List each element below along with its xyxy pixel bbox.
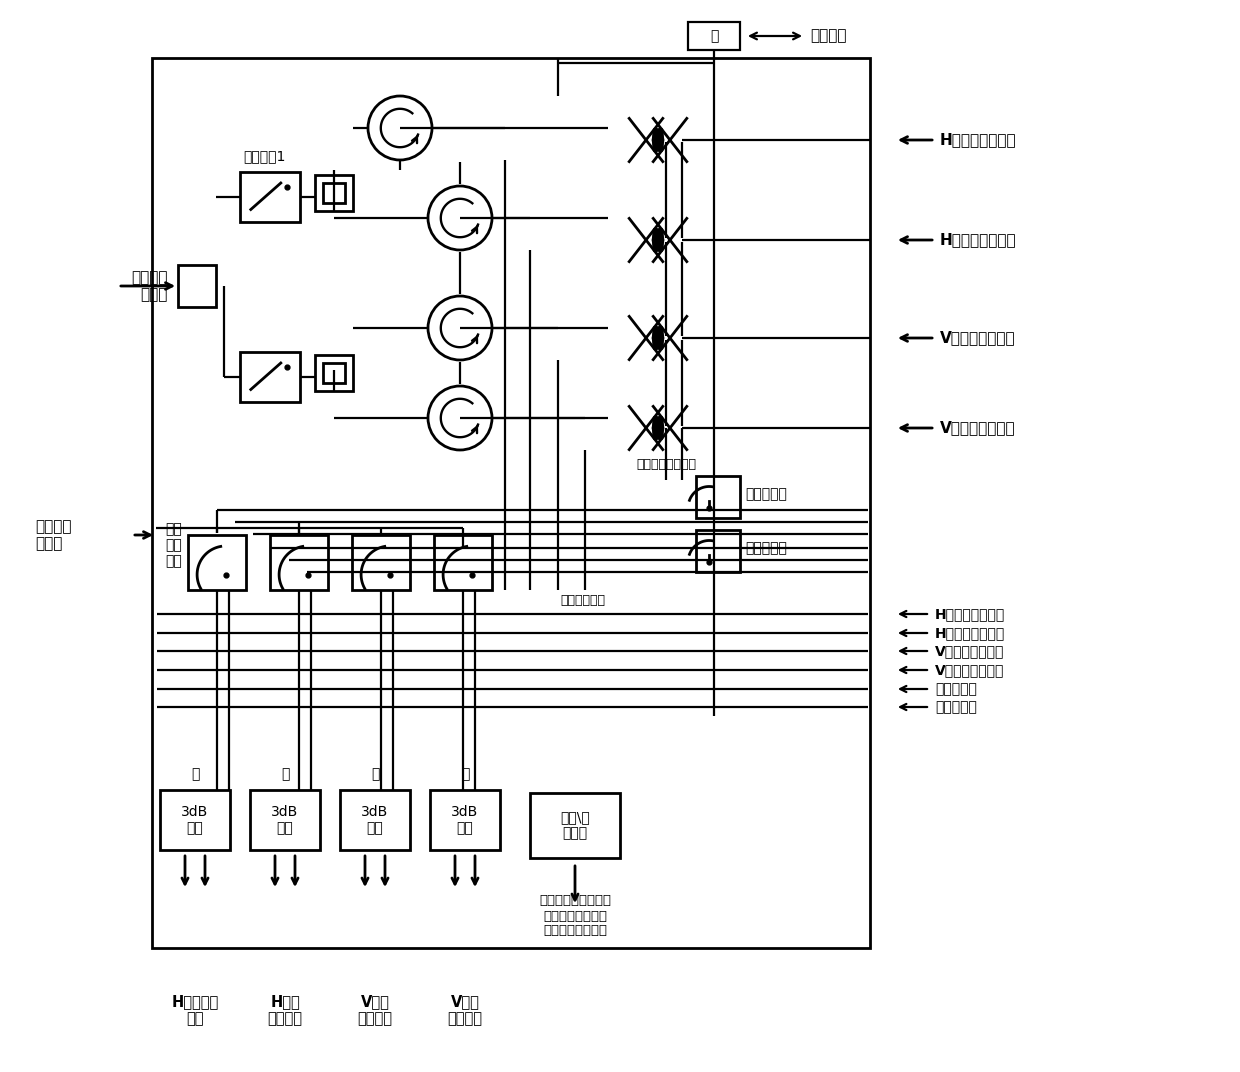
Text: H（左翼）
接收: H（左翼） 接收 bbox=[171, 994, 218, 1026]
Text: 电源\控
制接口: 电源\控 制接口 bbox=[560, 810, 590, 840]
Text: 3dB
电桥: 3dB 电桥 bbox=[272, 805, 299, 835]
Text: 定标同步开关: 定标同步开关 bbox=[560, 594, 605, 607]
Bar bbox=[250, 790, 320, 850]
Bar bbox=[434, 535, 492, 590]
Bar bbox=[241, 352, 300, 402]
Text: 备: 备 bbox=[709, 29, 718, 43]
Bar bbox=[270, 535, 329, 590]
Text: 3dB
电桥: 3dB 电桥 bbox=[181, 805, 208, 835]
Text: 备: 备 bbox=[191, 766, 200, 781]
Bar bbox=[688, 23, 740, 50]
Bar bbox=[340, 790, 410, 850]
Bar bbox=[315, 175, 353, 211]
Text: H天线主（左翼）: H天线主（左翼） bbox=[940, 133, 1017, 148]
Bar bbox=[322, 183, 345, 203]
Text: V天线主（左翼）: V天线主（左翼） bbox=[940, 330, 1016, 345]
Text: V（左
翼）接收: V（左 翼）接收 bbox=[357, 994, 393, 1026]
Bar bbox=[430, 790, 500, 850]
Bar bbox=[241, 172, 300, 222]
Text: 主各电源、使能输入
极化开关控制脉冲
监测信号输出主备: 主各电源、使能输入 极化开关控制脉冲 监测信号输出主备 bbox=[539, 894, 611, 938]
Text: V天线备（左翼）: V天线备（左翼） bbox=[935, 644, 1004, 658]
Text: 备: 备 bbox=[371, 766, 379, 781]
Bar bbox=[696, 476, 740, 518]
Text: 定标端口主: 定标端口主 bbox=[745, 487, 787, 501]
Text: 发射信号
输入备: 发射信号 输入备 bbox=[35, 519, 72, 551]
Text: 3dB
电桥: 3dB 电桥 bbox=[451, 805, 479, 835]
Text: 极化开关1: 极化开关1 bbox=[243, 149, 285, 163]
Text: 同步接收备: 同步接收备 bbox=[935, 700, 977, 714]
Bar bbox=[322, 363, 345, 383]
Text: V（右
翼）接收: V（右 翼）接收 bbox=[448, 994, 482, 1026]
Text: 3dB
电桥: 3dB 电桥 bbox=[361, 805, 388, 835]
Bar bbox=[160, 790, 229, 850]
Text: 同步接收主: 同步接收主 bbox=[745, 541, 787, 555]
Bar bbox=[188, 535, 246, 590]
Text: 微波组合定标开关: 微波组合定标开关 bbox=[636, 459, 696, 472]
Text: 定标
切换
开关: 定标 切换 开关 bbox=[166, 522, 182, 568]
Text: 备: 备 bbox=[280, 766, 289, 781]
Text: H天线备（右翼）: H天线备（右翼） bbox=[935, 626, 1006, 640]
Bar bbox=[529, 793, 620, 858]
Bar bbox=[179, 265, 216, 307]
Bar bbox=[696, 530, 740, 572]
Bar bbox=[352, 535, 410, 590]
Text: 发射信号
输入主: 发射信号 输入主 bbox=[131, 270, 167, 302]
Text: H天线主（右翼）: H天线主（右翼） bbox=[940, 233, 1017, 248]
Text: H（右
翼）接收: H（右 翼）接收 bbox=[268, 994, 303, 1026]
Bar bbox=[315, 355, 353, 391]
Text: 定标端口备: 定标端口备 bbox=[935, 682, 977, 696]
Bar bbox=[153, 58, 870, 948]
Text: 星表电缆: 星表电缆 bbox=[810, 29, 847, 44]
Text: V天线主（右翼）: V天线主（右翼） bbox=[940, 420, 1016, 435]
Text: H天线备（左翼）: H天线备（左翼） bbox=[935, 607, 1006, 621]
Text: V天线备（右翼）: V天线备（右翼） bbox=[935, 662, 1004, 678]
Text: 备: 备 bbox=[461, 766, 469, 781]
